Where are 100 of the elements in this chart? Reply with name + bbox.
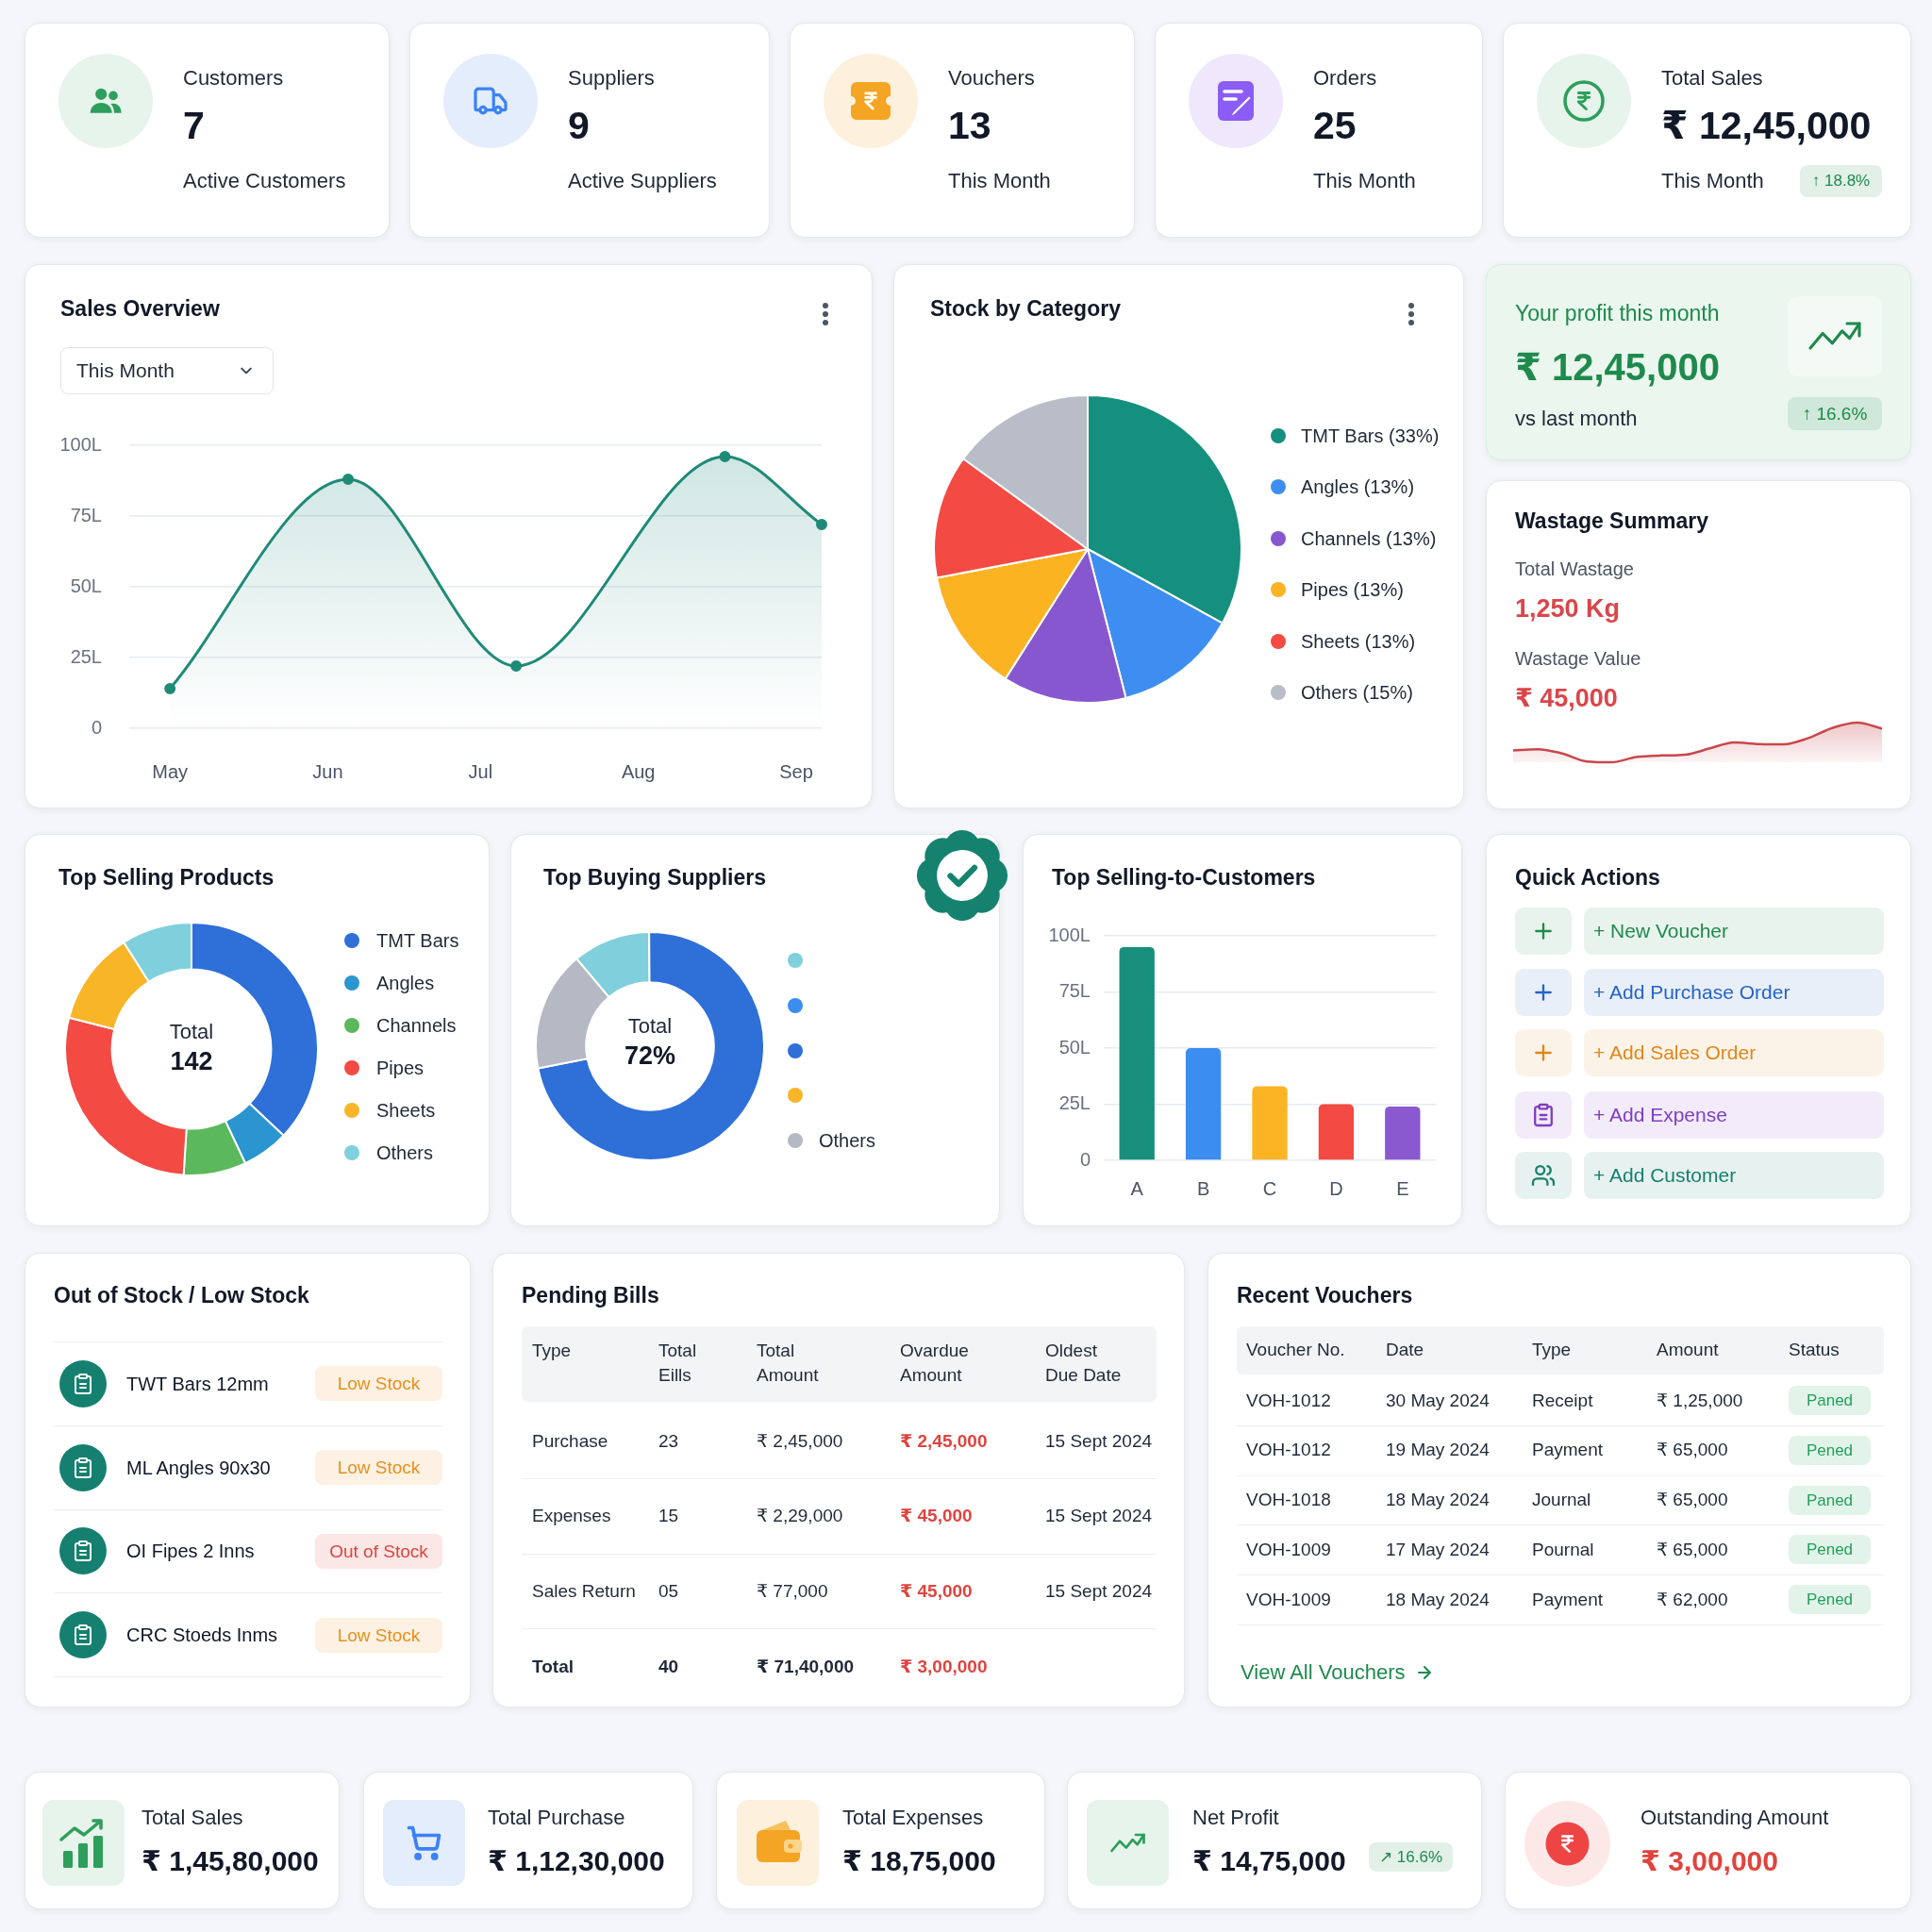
text: OI Fipes 2 Inns	[126, 1541, 255, 1561]
text: 19 May 2024	[1386, 1440, 1490, 1460]
category-label: Amount	[1657, 1340, 1719, 1361]
chart-title: Top Selling-to-Customers	[1052, 865, 1316, 891]
text: Total Purchase	[488, 1805, 625, 1831]
legend-label: TMT Bars (33%)	[1301, 425, 1440, 447]
text: Total Expenses	[842, 1805, 984, 1831]
text: ₹ 45,000	[900, 1580, 973, 1601]
text: 18 May 2024	[1386, 1490, 1490, 1510]
text: Expenses	[532, 1506, 611, 1526]
text: ₹ 18,75,000	[842, 1844, 996, 1878]
y-tick-label: 100L	[1048, 924, 1091, 945]
legend-label: Others (15%)	[1301, 681, 1413, 704]
text: Pened	[1806, 1541, 1854, 1559]
text: ↑ 18.8%	[1800, 165, 1882, 197]
text: 13	[948, 103, 991, 150]
text: Purchase	[532, 1430, 608, 1451]
text: Total	[532, 1656, 574, 1676]
text: ↑ 16.6%	[1788, 397, 1882, 430]
text: Paned	[1806, 1491, 1854, 1509]
text: ₹ 12,45,000	[1661, 103, 1872, 150]
y-tick-label: 75L	[1058, 980, 1091, 1002]
x-tick-label: May	[152, 760, 189, 782]
text: Payment	[1532, 1589, 1603, 1609]
category-label: Voucher No.	[1246, 1340, 1345, 1361]
legend-label: Pipes	[376, 1057, 425, 1079]
bar	[1385, 1106, 1421, 1160]
text: ₹ 65,000	[1657, 1490, 1728, 1510]
text: ₹ 65,000	[1657, 1440, 1728, 1460]
x-tick-label: E	[1396, 1177, 1409, 1199]
text: Low Stock	[337, 1624, 421, 1645]
category-label: Total Eills	[658, 1340, 697, 1387]
text: Orders	[1313, 65, 1377, 92]
text: + Add Expense	[1584, 1091, 1884, 1139]
x-tick-label: C	[1262, 1177, 1277, 1199]
text: This Month	[76, 358, 175, 383]
chart-title: Top Buying Suppliers	[543, 865, 766, 891]
text: TWT Bars 12mm	[126, 1373, 269, 1394]
text: 05	[658, 1580, 679, 1601]
text: Paned	[1806, 1391, 1854, 1409]
text: ML Angles 90x30	[126, 1457, 271, 1478]
text: 142	[170, 1045, 213, 1077]
text: Journal	[1532, 1490, 1591, 1510]
text: Quick Actions	[1515, 865, 1660, 891]
chart-title: Sales Overview	[60, 296, 220, 323]
text: 23	[658, 1430, 679, 1451]
text: This Month	[1661, 168, 1764, 194]
text: 9	[568, 103, 590, 150]
text: Total Wastage	[1515, 558, 1634, 580]
legend-label: Angles	[376, 972, 435, 994]
text: 15 Sept 2024	[1045, 1506, 1153, 1526]
text: Out of Stock	[329, 1541, 428, 1561]
legend-label: Sheets (13%)	[1301, 629, 1416, 653]
text: Outstanding Amount	[1641, 1805, 1829, 1831]
point	[342, 474, 355, 485]
chart-title: Stock by Category	[930, 296, 1121, 323]
category-label: Total Amount	[757, 1340, 819, 1387]
text: Pending Bills	[522, 1283, 659, 1309]
text: 17 May 2024	[1386, 1539, 1490, 1559]
text: ₹ 62,000	[1657, 1589, 1728, 1609]
category-label: Oldest Due Date	[1045, 1340, 1122, 1387]
text: This Month	[1313, 168, 1416, 194]
text: VOH-1009	[1246, 1589, 1331, 1609]
x-tick-label: Sep	[779, 760, 813, 782]
text: vs last month	[1515, 406, 1638, 432]
text: ₹ 1,12,30,000	[488, 1844, 665, 1878]
text: Suppliers	[568, 65, 655, 92]
legend-label: Angles (13%)	[1301, 475, 1415, 499]
text: Net Profit	[1192, 1805, 1279, 1831]
text: ₹ 71,40,000	[757, 1656, 855, 1676]
x-tick-label: D	[1329, 1177, 1343, 1199]
text: Low Stock	[337, 1374, 421, 1393]
category-label: Status	[1789, 1340, 1840, 1361]
text: ₹ 45,000	[1515, 682, 1618, 714]
bar	[1252, 1086, 1288, 1160]
y-tick-label: 25L	[1058, 1092, 1091, 1114]
text: ₹ 77,000	[757, 1580, 828, 1601]
text: VOH-1009	[1246, 1539, 1331, 1559]
y-tick-label: 0	[91, 716, 102, 738]
bar	[1119, 946, 1155, 1160]
text: Recent Vouchers	[1237, 1283, 1413, 1309]
x-tick-label: Jul	[468, 760, 493, 782]
category-label: Type	[1532, 1340, 1572, 1361]
text: ↗ 16.6%	[1369, 1842, 1453, 1872]
text: Sales Return	[532, 1580, 636, 1601]
text: + Add Sales Order	[1584, 1029, 1884, 1076]
text: + Add Purchase Order	[1584, 969, 1884, 1016]
text: ₹ 1,25,000	[1657, 1390, 1743, 1410]
text: Total Sales	[142, 1805, 243, 1831]
text: Payment	[1532, 1440, 1603, 1460]
text: This Month	[948, 168, 1051, 194]
text: Active Suppliers	[568, 168, 717, 194]
legend-label: Sheets	[376, 1099, 436, 1122]
y-tick-label: 25L	[70, 645, 102, 667]
text: VOH-1012	[1246, 1390, 1331, 1410]
text: + New Voucher	[1584, 908, 1884, 955]
text: ₹ 2,45,000	[900, 1430, 988, 1451]
category-label: Type	[532, 1340, 572, 1362]
text: VOH-1018	[1246, 1490, 1331, 1510]
y-tick-label: 0	[1079, 1148, 1091, 1170]
